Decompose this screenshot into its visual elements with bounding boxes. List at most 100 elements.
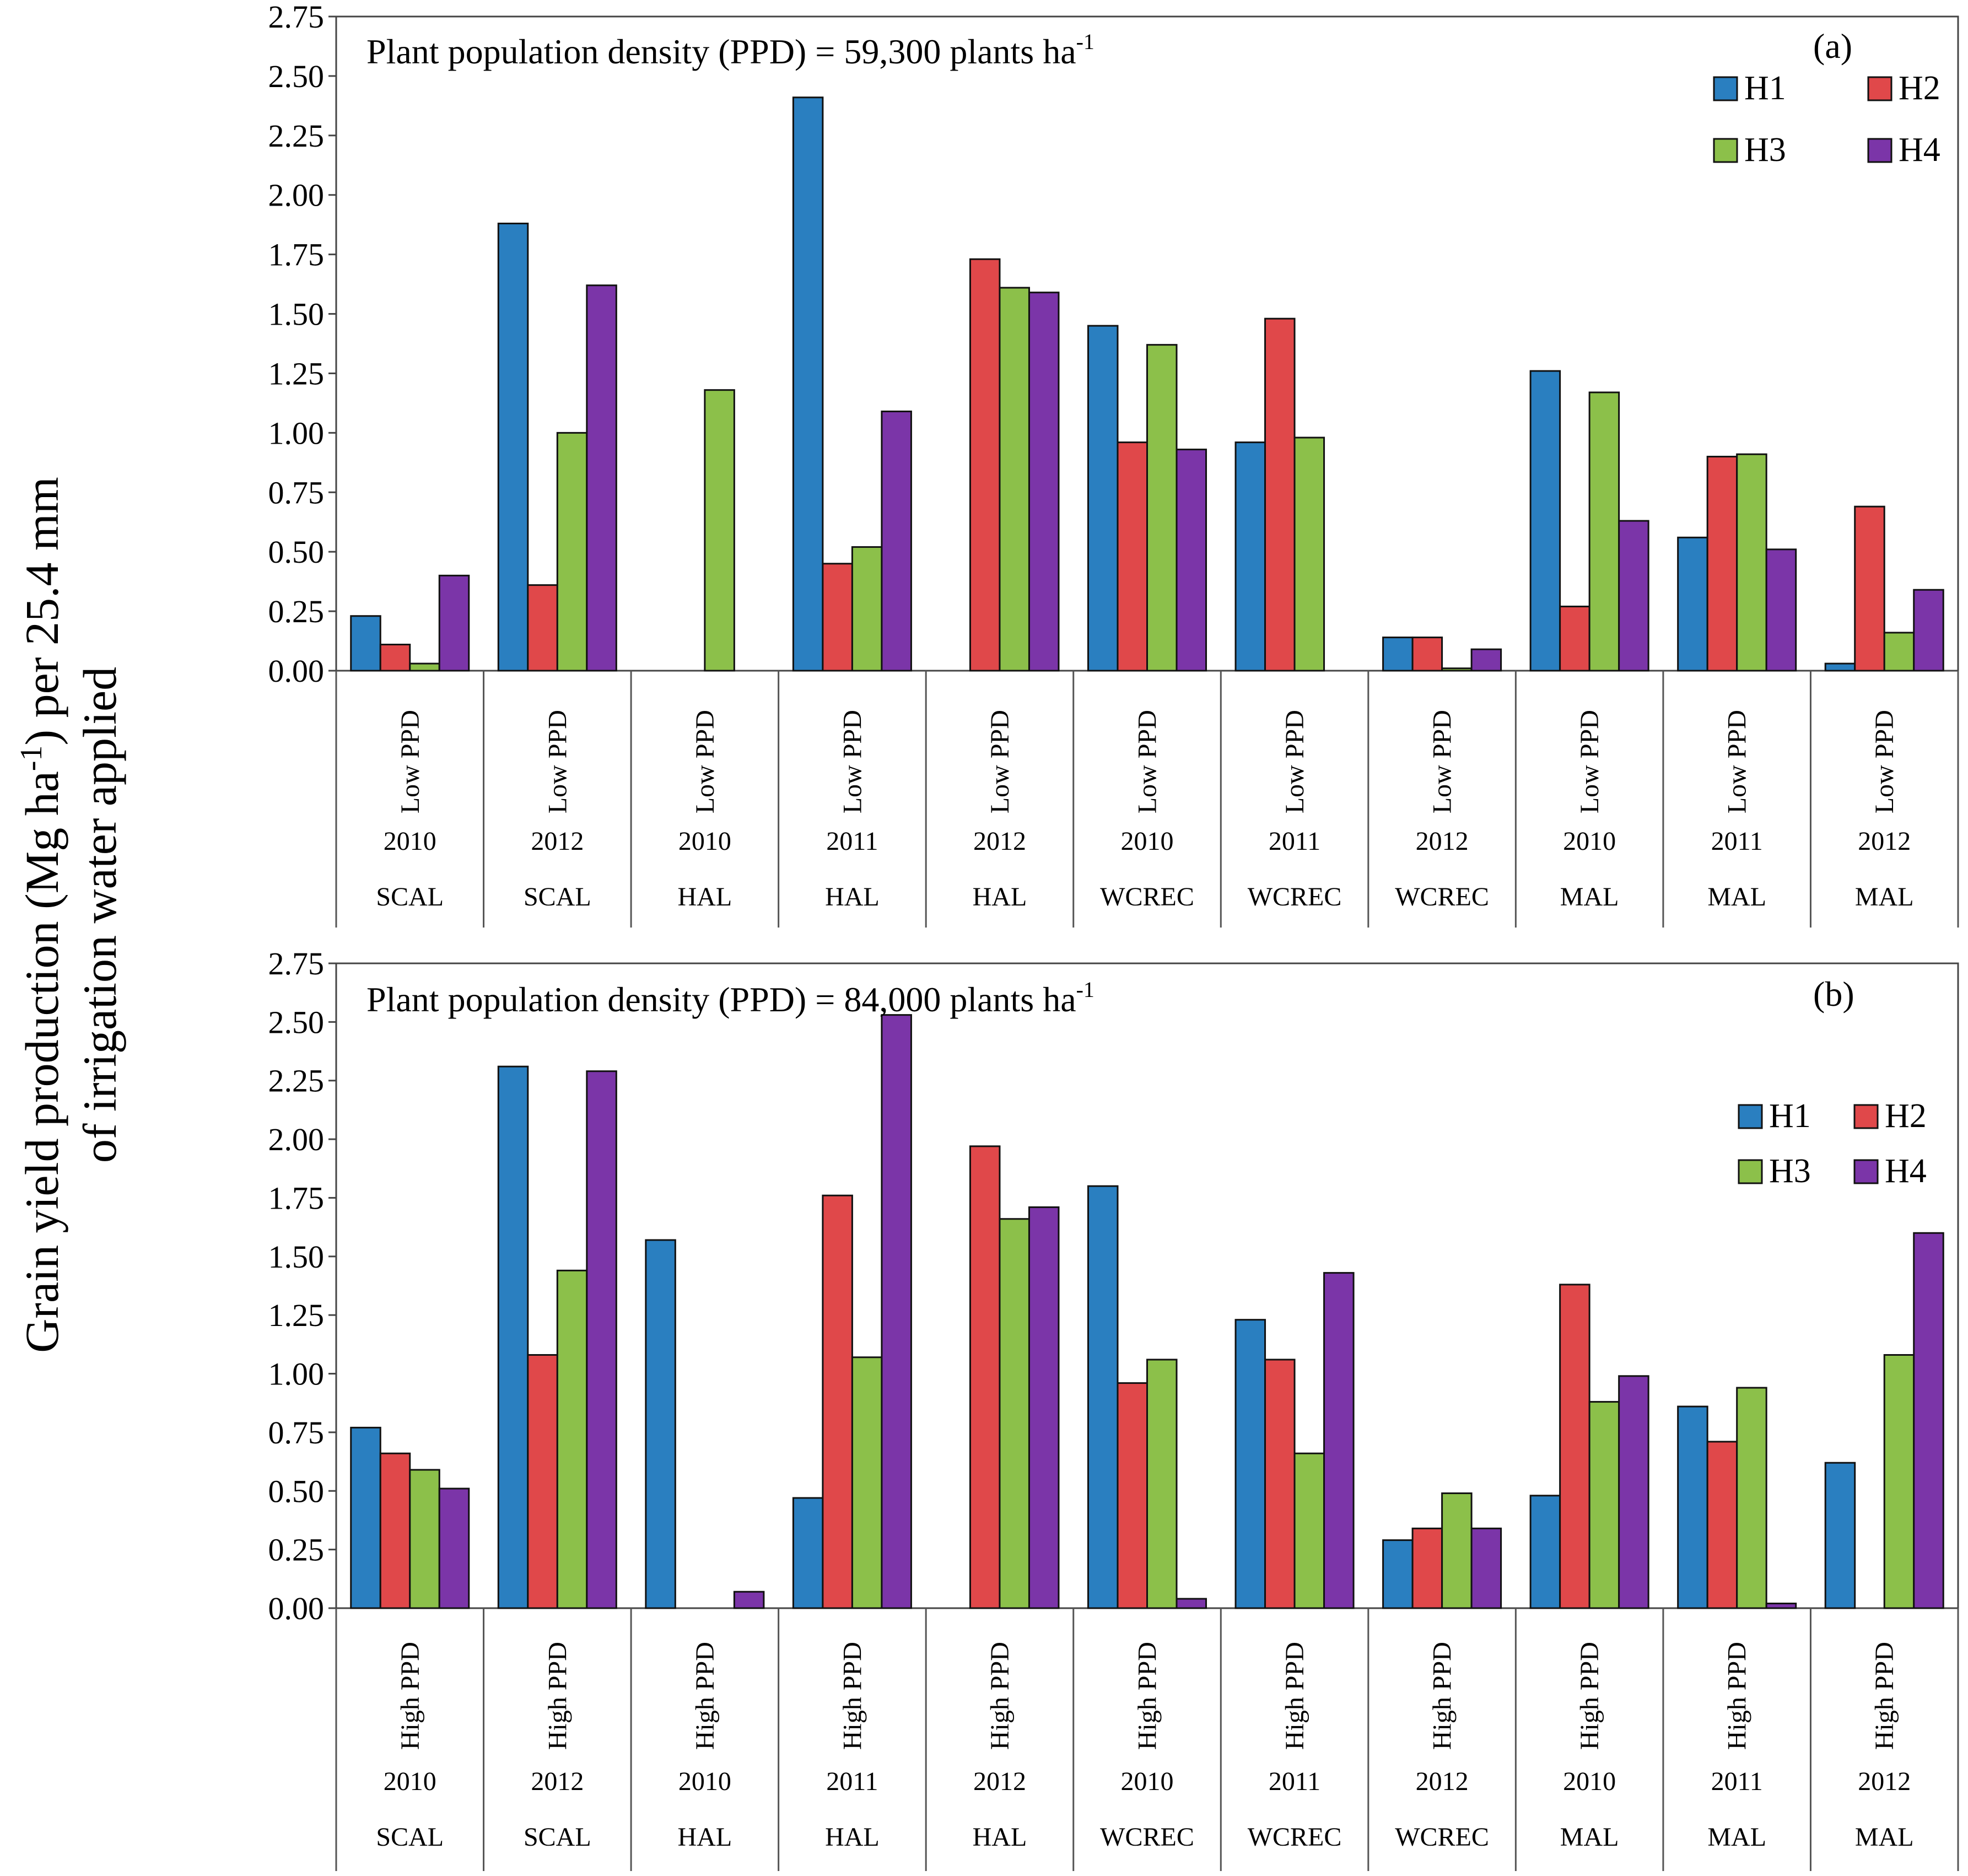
bar-h3 bbox=[1588, 1401, 1620, 1609]
category-label-year: 2012 bbox=[973, 827, 1026, 856]
category-label-year: 2012 bbox=[1858, 827, 1911, 856]
bar-h1 bbox=[1234, 441, 1266, 672]
y-tick-label: 1.00 bbox=[268, 415, 325, 451]
legend-swatch-h3 bbox=[1713, 138, 1738, 163]
bar-h1 bbox=[1382, 637, 1414, 672]
legend-label-h2: H2 bbox=[1885, 1097, 1927, 1135]
category-label-year: 2011 bbox=[1269, 827, 1320, 856]
y-axis-label-line1-sup: -1 bbox=[14, 745, 48, 771]
panel-title-sup: -1 bbox=[1076, 977, 1094, 1002]
bar-h4 bbox=[438, 574, 470, 672]
y-tick-label: 1.25 bbox=[268, 1297, 325, 1333]
y-tick-label: 0.00 bbox=[268, 1591, 325, 1626]
bar-h4 bbox=[1028, 292, 1060, 672]
category-label-site: WCREC bbox=[1248, 1823, 1342, 1852]
legend-swatch-h2 bbox=[1853, 1104, 1879, 1129]
bar-h4 bbox=[586, 1070, 617, 1609]
legend-swatch-h1 bbox=[1738, 1104, 1763, 1129]
bar-h1 bbox=[1529, 1495, 1561, 1609]
bar-h2 bbox=[1706, 1441, 1738, 1609]
bar-h3 bbox=[1441, 667, 1473, 672]
bar-h4 bbox=[881, 1014, 912, 1609]
bar-h2 bbox=[969, 1145, 1001, 1609]
category-label-ppd: Low PPD bbox=[543, 710, 572, 813]
category-label-year: 2010 bbox=[384, 1767, 436, 1796]
legend-label-h4: H4 bbox=[1899, 131, 1940, 169]
bar-h4 bbox=[1323, 1272, 1355, 1609]
bar-h1 bbox=[645, 1239, 676, 1609]
bar-h1 bbox=[1824, 1462, 1856, 1609]
category-label-site: WCREC bbox=[1395, 882, 1489, 912]
category-label-site: HAL bbox=[973, 1823, 1027, 1852]
bar-h3 bbox=[851, 1356, 883, 1609]
bar-h2 bbox=[1559, 605, 1590, 672]
panel-title: Plant population density (PPD) = 59,300 … bbox=[366, 29, 1094, 71]
bar-h3 bbox=[1883, 1354, 1915, 1609]
bar-h4 bbox=[1470, 1527, 1502, 1609]
bar-h1 bbox=[1087, 325, 1119, 672]
y-tick-label: 2.25 bbox=[268, 1063, 325, 1099]
category-label-year: 2011 bbox=[1711, 827, 1763, 856]
bar-h4 bbox=[1913, 1232, 1944, 1609]
bar-h2 bbox=[1559, 1284, 1590, 1609]
y-tick-label: 2.00 bbox=[268, 177, 325, 213]
bar-h4 bbox=[881, 411, 912, 672]
category-label-ppd: Low PPD bbox=[838, 710, 867, 813]
panel-a: 0.00 0.25 0.50 0.75 1.00 1.25 1.50 1.75 2.00 2.25… bbox=[268, 0, 1959, 928]
panel-title-main: Plant population density (PPD) = 59,300 … bbox=[366, 32, 1076, 71]
bar-h2 bbox=[1117, 1382, 1149, 1609]
legend-swatch-h4 bbox=[1853, 1159, 1879, 1184]
category-label-year: 2012 bbox=[973, 1767, 1026, 1796]
bar-h3 bbox=[1883, 632, 1915, 672]
bar-h2 bbox=[969, 258, 1001, 672]
panel-title-sup: -1 bbox=[1076, 29, 1094, 54]
category-label-site: HAL bbox=[825, 1823, 880, 1852]
bar-h3 bbox=[409, 1469, 440, 1609]
bar-h3 bbox=[999, 1218, 1030, 1609]
category-label-ppd: Low PPD bbox=[1723, 710, 1752, 813]
y-tick-label: 2.75 bbox=[268, 0, 325, 35]
bar-h1 bbox=[497, 1065, 529, 1609]
legend-swatch-h3 bbox=[1738, 1159, 1763, 1184]
category-label-year: 2011 bbox=[1711, 1767, 1763, 1796]
y-axis-label-line2: of irrigation water applied bbox=[73, 667, 126, 1163]
category-label-year: 2010 bbox=[1563, 827, 1616, 856]
y-tick-label: 1.75 bbox=[268, 237, 325, 273]
category-label-ppd: Low PPD bbox=[985, 710, 1015, 813]
y-tick-label: 2.75 bbox=[268, 946, 325, 982]
panel-title-main: Plant population density (PPD) = 84,000 … bbox=[366, 980, 1076, 1019]
category-label-ppd: High PPD bbox=[543, 1642, 572, 1750]
y-tick-label: 1.75 bbox=[268, 1180, 325, 1216]
y-axis-label-line1: Grain yield production (Mg ha-1) per 25.… bbox=[14, 477, 68, 1353]
bar-h2 bbox=[527, 584, 558, 672]
category-label-site: WCREC bbox=[1100, 882, 1194, 912]
category-label-year: 2012 bbox=[1416, 1767, 1469, 1796]
bar-h3 bbox=[1293, 1452, 1325, 1609]
category-label-year: 2010 bbox=[1563, 1767, 1616, 1796]
category-label-year: 2010 bbox=[1121, 827, 1174, 856]
bar-h1 bbox=[792, 96, 824, 672]
category-label-site: WCREC bbox=[1248, 882, 1342, 912]
category-label-ppd: High PPD bbox=[1575, 1642, 1604, 1750]
bar-h4 bbox=[1176, 1598, 1207, 1609]
bar-h4 bbox=[1618, 520, 1649, 672]
legend-label-h4: H4 bbox=[1885, 1152, 1927, 1190]
bar-h4 bbox=[586, 284, 617, 672]
bar-h3 bbox=[999, 287, 1030, 672]
category-label-ppd: High PPD bbox=[838, 1642, 867, 1750]
legend-label-h2: H2 bbox=[1899, 69, 1940, 107]
y-axis-label-line1-post: ) per 25.4 mm bbox=[15, 477, 68, 745]
category-label-year: 2012 bbox=[1416, 827, 1469, 856]
category-label-ppd: Low PPD bbox=[1133, 710, 1162, 813]
bar-h2 bbox=[1706, 456, 1738, 672]
bar-h4 bbox=[1028, 1206, 1060, 1609]
category-label-ppd: High PPD bbox=[1428, 1642, 1457, 1750]
legend-label-h1: H1 bbox=[1769, 1097, 1811, 1135]
y-tick-label: 0.75 bbox=[268, 475, 325, 510]
bar-h4 bbox=[1470, 648, 1502, 672]
bar-h2 bbox=[1117, 441, 1149, 672]
panel-b: 0.00 0.25 0.50 0.75 1.00 1.25 1.50 1.75 2.00 2.25… bbox=[268, 946, 1959, 1871]
y-tick-label: 1.50 bbox=[268, 297, 325, 332]
bar-h4 bbox=[1913, 589, 1944, 672]
